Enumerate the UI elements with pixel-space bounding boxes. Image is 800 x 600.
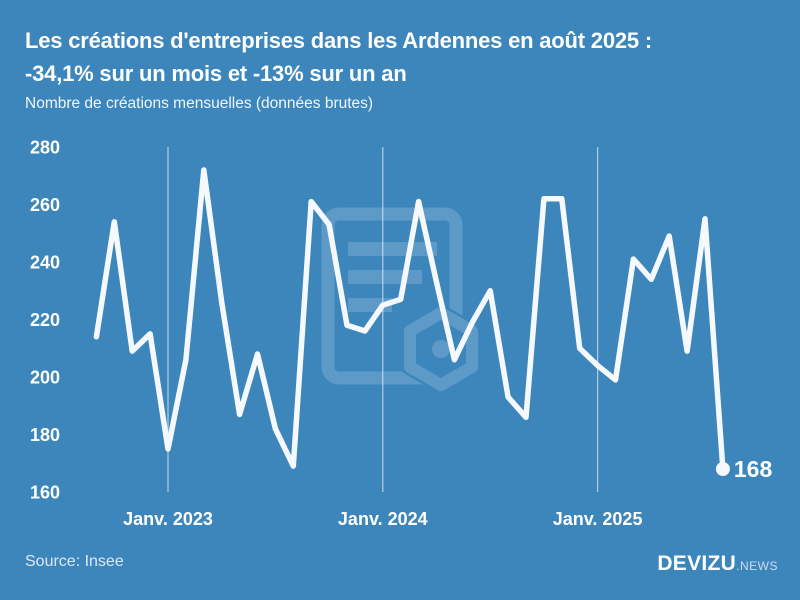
watermark-hexagon-icon — [404, 307, 478, 391]
watermark-hexagon-backing — [402, 303, 480, 395]
watermark-text-bar — [348, 242, 437, 256]
y-axis-tick-label: 180 — [30, 425, 60, 445]
y-axis-tick-label: 260 — [30, 195, 60, 215]
x-axis-tick-label: Janv. 2025 — [553, 509, 643, 529]
watermark-logo — [321, 207, 480, 395]
y-axis-tick-label: 220 — [30, 310, 60, 330]
chart-subtitle: Nombre de créations mensuelles (données … — [25, 95, 374, 112]
axis-labels: 280 260 240 220 200 180 160 Janv. 2023 Janv. 202… — [30, 138, 643, 530]
chart-header: Les créations d'entreprises dans les Ard… — [25, 24, 780, 113]
brand-name: DEVIZU — [657, 552, 737, 575]
y-axis-tick-label: 280 — [30, 138, 60, 158]
watermark-document-icon — [321, 207, 463, 385]
chart-title-line1: Les créations d'entreprises dans les Ard… — [25, 28, 652, 53]
watermark-hexagon-dot — [432, 340, 450, 358]
y-axis-tick-label: 200 — [30, 368, 60, 388]
brand-suffix: .NEWS — [736, 559, 778, 573]
chart-title-line2: -34,1% sur un mois et -13% sur un an — [25, 61, 407, 86]
brand-logo: DEVIZU .NEWS — [657, 552, 778, 576]
end-value-label: 168 — [734, 456, 773, 482]
x-axis-tick-label: Janv. 2024 — [338, 509, 428, 529]
x-axis-tick-label: Janv. 2023 — [123, 509, 213, 529]
chart-title: Les créations d'entreprises dans les Ard… — [25, 24, 780, 90]
data-line — [93, 167, 726, 472]
data-series: 168 — [93, 167, 773, 482]
y-axis-tick-label: 240 — [30, 253, 60, 273]
watermark-text-bar — [348, 270, 422, 284]
source-caption: Source: Insee — [25, 553, 124, 570]
y-axis-tick-label: 160 — [30, 483, 60, 503]
end-point-dot — [715, 462, 730, 476]
